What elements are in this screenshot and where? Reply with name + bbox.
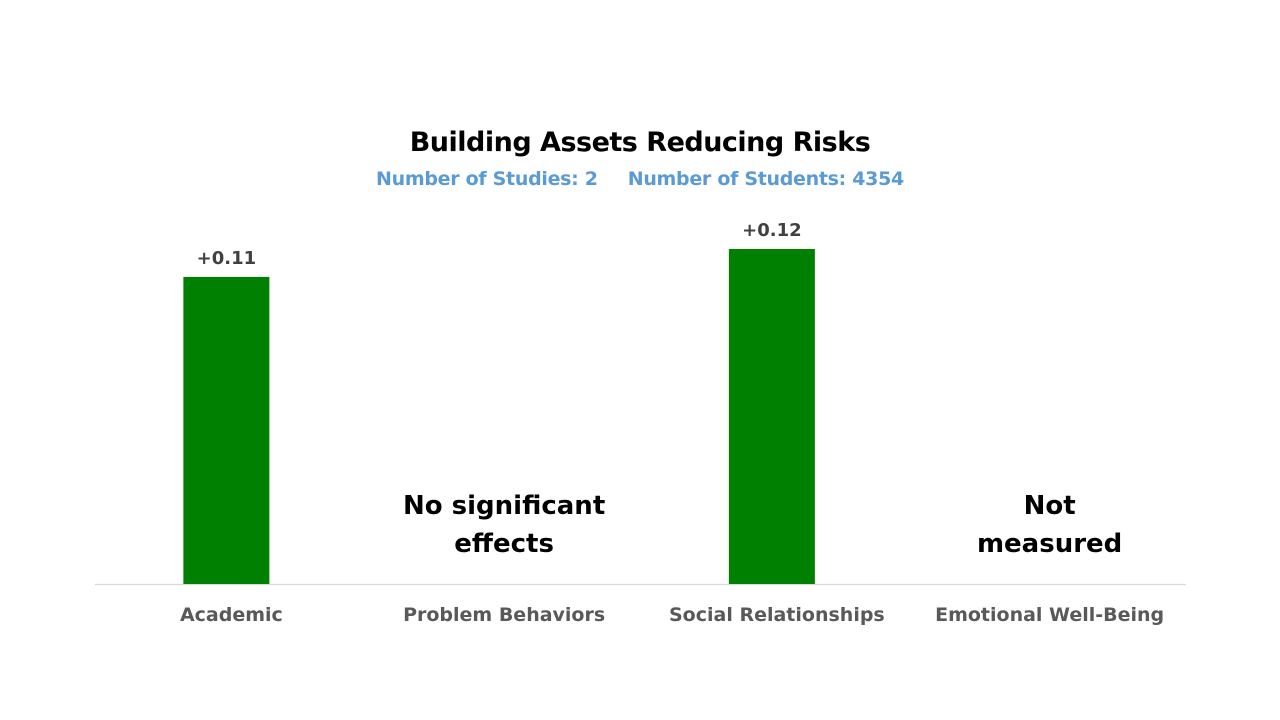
bar-academic [183, 276, 270, 584]
data-label: +0.11 [197, 248, 257, 269]
chart-subtitle: Number of Studies: 2 Number of Students: … [0, 168, 1280, 190]
bar-social-relationships [728, 249, 815, 584]
data-label: +0.12 [742, 220, 802, 241]
x-tick-label: Social Relationships [669, 604, 885, 626]
chart-title: Building Assets Reducing Risks [409, 127, 871, 158]
x-tick-label: Academic [180, 604, 283, 626]
x-tick-label: Emotional Well-Being [935, 604, 1164, 626]
x-tick-label: Problem Behaviors [403, 604, 605, 626]
students-count: Number of Students: 4354 [627, 168, 905, 190]
category-note: Not measured [977, 491, 1122, 559]
studies-count: Number of Studies: 2 [376, 168, 598, 190]
category-note: No significant effects [403, 491, 605, 559]
